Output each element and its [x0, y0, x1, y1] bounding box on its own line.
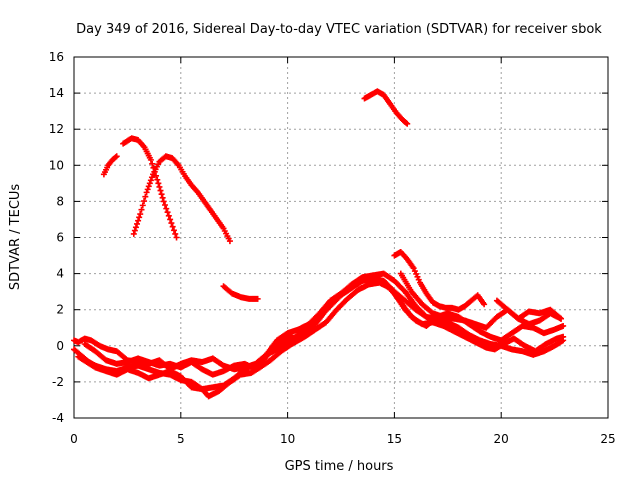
- series-trace-7: [493, 297, 565, 322]
- y-tick-label: 10: [49, 158, 64, 172]
- data-point: [112, 154, 119, 161]
- data-point: [157, 187, 164, 194]
- data-series: [71, 88, 567, 400]
- data-point: [130, 230, 137, 237]
- data-point: [136, 214, 143, 221]
- data-point: [226, 238, 233, 245]
- y-tick-label: 8: [56, 194, 64, 208]
- data-point: [132, 224, 139, 231]
- data-point: [154, 176, 161, 183]
- series-trace-5: [391, 248, 488, 313]
- data-point: [481, 301, 488, 308]
- x-tick-label: 15: [387, 432, 402, 446]
- data-point: [139, 202, 146, 209]
- data-point: [146, 180, 153, 187]
- data-point: [160, 198, 167, 205]
- data-point: [155, 180, 162, 187]
- data-point: [159, 194, 166, 201]
- y-tick-label: 14: [49, 86, 64, 100]
- series-trace-11: [220, 283, 261, 302]
- data-point: [156, 183, 163, 190]
- chart-title: Day 349 of 2016, Sidereal Day-to-day VTE…: [76, 22, 602, 37]
- data-point: [560, 322, 567, 329]
- data-point: [169, 223, 176, 230]
- data-point: [560, 333, 567, 340]
- data-point: [163, 205, 170, 212]
- y-axis: -4 -2 0 2 4 6 8 10 12 14 16: [49, 50, 608, 425]
- data-point: [145, 183, 152, 190]
- data-point: [403, 119, 410, 126]
- series-trace-10: [130, 153, 233, 245]
- y-tick-label: 6: [56, 231, 64, 245]
- data-point: [131, 227, 138, 234]
- data-point: [161, 202, 168, 209]
- data-point: [141, 198, 148, 205]
- data-point: [135, 217, 142, 224]
- data-point: [168, 220, 175, 227]
- data-point: [172, 230, 179, 237]
- data-point: [148, 174, 155, 181]
- y-tick-label: 12: [49, 122, 64, 136]
- gridlines: [74, 57, 608, 418]
- data-point: [113, 153, 120, 160]
- x-tick-label: 20: [494, 432, 509, 446]
- y-tick-label: -2: [52, 375, 64, 389]
- y-tick-label: 2: [56, 303, 64, 317]
- y-tick-label: -4: [52, 411, 64, 425]
- data-point: [149, 160, 156, 167]
- data-point: [147, 177, 154, 184]
- data-point: [138, 206, 145, 213]
- data-point: [137, 211, 144, 218]
- series-trace-6: [397, 270, 565, 331]
- x-axis: 0 5 10 15 20 25: [70, 57, 616, 446]
- series-trace-8: [100, 153, 120, 178]
- data-point: [170, 227, 177, 234]
- x-tick-label: 25: [600, 432, 615, 446]
- y-axis-label: SDTVAR / TECUs: [8, 184, 23, 291]
- data-point: [164, 209, 171, 216]
- series-trace-12: [361, 88, 411, 127]
- y-tick-label: 16: [49, 50, 64, 64]
- data-point: [254, 295, 261, 302]
- data-point: [158, 191, 165, 198]
- data-point: [142, 193, 149, 200]
- data-point: [404, 120, 411, 127]
- data-point: [143, 189, 150, 196]
- data-point: [165, 212, 172, 219]
- y-tick-label: 0: [56, 339, 64, 353]
- y-tick-label: 4: [56, 267, 64, 281]
- data-point: [144, 186, 151, 193]
- data-point: [558, 315, 565, 322]
- x-tick-label: 5: [177, 432, 185, 446]
- data-point: [167, 216, 174, 223]
- x-tick-label: 0: [70, 432, 78, 446]
- data-point: [556, 314, 563, 321]
- series-trace-9: [120, 135, 180, 241]
- data-point: [173, 234, 180, 241]
- x-tick-label: 10: [280, 432, 295, 446]
- data-point: [147, 156, 154, 163]
- x-axis-label: GPS time / hours: [285, 459, 394, 474]
- data-point: [134, 220, 141, 227]
